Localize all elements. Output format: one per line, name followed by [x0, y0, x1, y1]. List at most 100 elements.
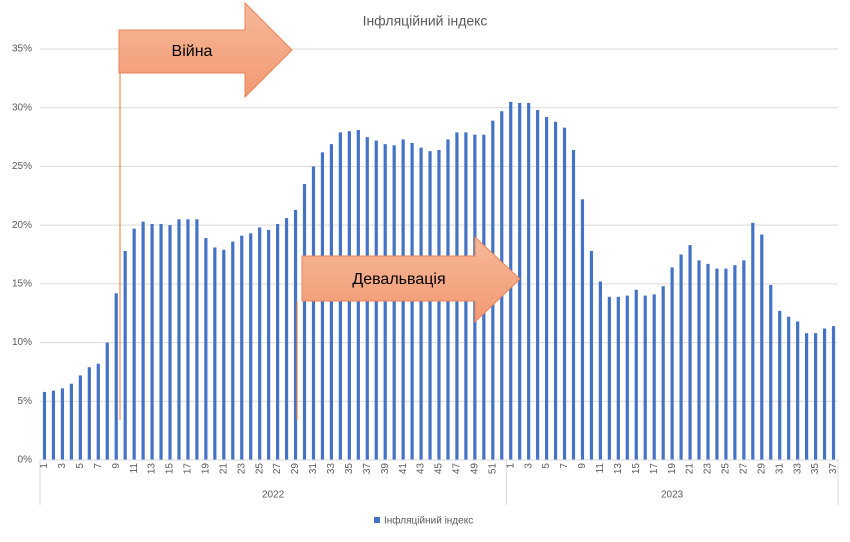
bar [96, 363, 100, 460]
bar [168, 225, 172, 460]
bar [553, 121, 558, 460]
x-tick-label: 9 [577, 463, 588, 469]
x-tick-label: 27 [738, 463, 749, 475]
x-tick-label: 3 [523, 463, 534, 469]
x-tick-label: 31 [774, 463, 785, 475]
bar [186, 219, 190, 460]
x-tick-label: 21 [685, 463, 696, 475]
x-tick-label: 25 [721, 463, 732, 475]
x-tick-label: 51 [487, 463, 498, 475]
bar [769, 285, 773, 460]
y-tick-label: 20% [12, 220, 32, 231]
x-tick-label: 17 [649, 463, 660, 475]
bar [123, 250, 127, 460]
bar [518, 103, 522, 460]
x-tick-label: 11 [129, 463, 140, 474]
bar [428, 151, 432, 461]
x-tick-label: 33 [792, 463, 803, 475]
bar [661, 286, 665, 460]
bar [383, 144, 387, 461]
bar [831, 326, 836, 460]
bar [589, 250, 594, 460]
x-tick-label: 41 [398, 463, 409, 475]
bar [392, 145, 396, 460]
annotation-arrow [118, 1, 293, 99]
x-tick-label: 35 [810, 463, 821, 475]
x-tick-label: 5 [75, 463, 86, 469]
y-tick-label: 30% [12, 102, 32, 113]
x-tick-label: 35 [344, 463, 355, 475]
x-tick-label: 11 [595, 463, 606, 474]
bar [760, 234, 764, 460]
bar [69, 383, 73, 460]
bar [437, 149, 441, 460]
bar [159, 223, 163, 460]
bar [813, 333, 818, 460]
annotation-text: Девальвація [352, 271, 445, 288]
bar [293, 209, 298, 460]
bar [132, 228, 136, 460]
bar [267, 229, 271, 460]
x-tick-label: 1 [505, 463, 516, 469]
annotation-text: Війна [172, 43, 213, 60]
bar [652, 294, 656, 460]
bar [258, 227, 262, 460]
annotation-arrow [301, 235, 521, 324]
bar [724, 268, 728, 460]
x-tick-label: 13 [613, 463, 624, 475]
x-tick-label: 7 [93, 463, 104, 469]
bar [195, 219, 199, 460]
group-label: 2022 [262, 490, 285, 501]
x-tick-label: 33 [326, 463, 337, 475]
x-tick-label: 29 [756, 463, 767, 475]
x-tick-label: 23 [236, 463, 247, 475]
x-tick-label: 15 [631, 463, 642, 475]
x-tick-label: 7 [559, 463, 570, 469]
bar [320, 152, 325, 460]
bar [231, 241, 235, 460]
x-tick-label: 5 [541, 463, 552, 469]
bar [697, 260, 701, 460]
x-tick-label: 19 [667, 463, 678, 475]
group-label: 2023 [661, 490, 684, 501]
legend: Інфляційний індекс [374, 515, 473, 527]
bar [805, 333, 809, 460]
bar [544, 117, 549, 460]
x-tick-label: 27 [272, 463, 283, 475]
bar [87, 367, 91, 460]
x-tick-label: 15 [165, 463, 176, 475]
x-tick-label: 37 [362, 463, 373, 475]
x-tick-label: 25 [254, 463, 265, 475]
bar [778, 310, 782, 460]
x-tick-label: 47 [452, 463, 463, 475]
x-tick-label: 39 [380, 463, 391, 475]
x-tick-label: 21 [218, 463, 229, 475]
y-tick-label: 5% [18, 396, 33, 407]
x-tick-label: 3 [57, 463, 68, 469]
bar [580, 199, 585, 460]
bar [150, 223, 154, 460]
x-tick-label: 49 [470, 463, 481, 475]
x-tick-label: 37 [828, 463, 839, 475]
bar [536, 110, 540, 460]
bar [114, 293, 118, 460]
annotations: Війна Девальвація [118, 1, 521, 420]
x-tick-label: 13 [147, 463, 158, 475]
y-tick-label: 35% [12, 44, 32, 55]
bar [302, 184, 307, 461]
bar [213, 247, 217, 460]
bar [715, 268, 719, 460]
bar [742, 260, 746, 460]
legend-swatch [374, 517, 380, 523]
bar [60, 388, 65, 460]
bar [634, 289, 638, 460]
bar [796, 321, 800, 460]
x-tick-label: 17 [183, 463, 194, 475]
x-tick-label: 9 [111, 463, 122, 469]
bar [141, 221, 145, 460]
bar [706, 263, 710, 460]
bar [419, 147, 423, 460]
bar [204, 238, 208, 460]
bar [688, 245, 692, 460]
bar [562, 127, 567, 461]
